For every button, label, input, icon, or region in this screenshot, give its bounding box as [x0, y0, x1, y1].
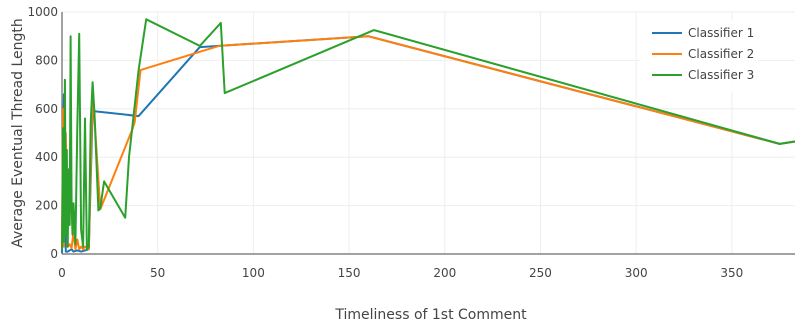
- x-tick-label: 50: [150, 266, 165, 280]
- x-tick-label: 0: [58, 266, 66, 280]
- y-tick-label: 600: [35, 102, 58, 116]
- x-axis: 0 50 100 150 200 250 300 350: [58, 253, 795, 280]
- x-tick-label: 250: [529, 266, 552, 280]
- y-tick-label: 0: [50, 247, 58, 261]
- legend-label: Classifier 3: [688, 68, 754, 82]
- y-tick-label: 400: [35, 150, 58, 164]
- x-axis-title: Timeliness of 1st Comment: [334, 307, 527, 323]
- x-tick-label: 150: [338, 266, 361, 280]
- x-tick-label: 200: [433, 266, 456, 280]
- y-axis-title: Average Eventual Thread Length: [10, 18, 26, 248]
- legend: Classifier 1 Classifier 2 Classifier 3: [640, 20, 758, 92]
- x-tick-label: 350: [720, 266, 743, 280]
- y-tick-label: 1000: [27, 5, 58, 19]
- legend-label: Classifier 2: [688, 47, 754, 61]
- series-line-classifier-3: [61, 18, 795, 251]
- series-layer: [61, 18, 795, 253]
- x-tick-label: 300: [625, 266, 648, 280]
- y-tick-label: 800: [35, 53, 58, 67]
- legend-label: Classifier 1: [688, 26, 754, 40]
- y-tick-label: 200: [35, 199, 58, 213]
- y-axis: 0 200 400 600 800 1000: [27, 5, 63, 261]
- x-tick-label: 100: [242, 266, 265, 280]
